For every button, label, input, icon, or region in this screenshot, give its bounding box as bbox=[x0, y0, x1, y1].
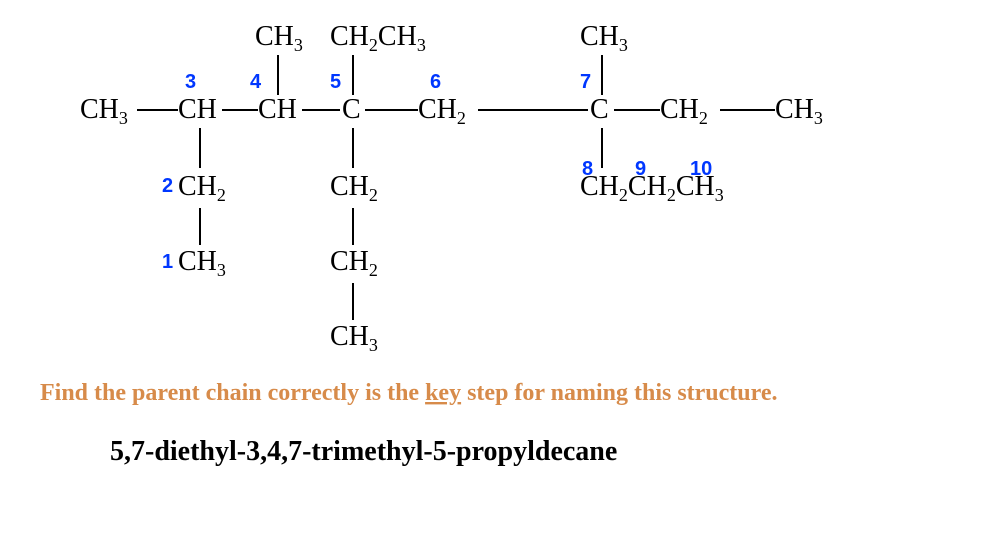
group-top-c4: CH3 bbox=[255, 21, 303, 55]
locant-7: 7 bbox=[580, 71, 591, 93]
group-c5-d2: CH2 bbox=[330, 246, 378, 280]
group-c3-d2: CH3 bbox=[178, 246, 226, 280]
group-c3-d1: CH2 bbox=[178, 171, 226, 205]
group-c7: C bbox=[590, 94, 609, 125]
group-c4: CH bbox=[258, 94, 297, 125]
group-c7-down: CH2CH2CH3 bbox=[580, 171, 724, 205]
group-c6: CH2 bbox=[418, 94, 466, 128]
group-top-c5: CH2CH3 bbox=[330, 21, 426, 55]
group-right1: CH2 bbox=[660, 94, 708, 128]
group-top-c7: CH3 bbox=[580, 21, 628, 55]
group-main-left: CH3 bbox=[80, 94, 128, 128]
group-c5-d3: CH3 bbox=[330, 321, 378, 355]
locant-4: 4 bbox=[250, 71, 262, 93]
locant-1: 1 bbox=[162, 251, 173, 273]
group-c5-d1: CH2 bbox=[330, 171, 378, 205]
hint-note: Find the parent chain correctly is the k… bbox=[40, 380, 778, 406]
group-right2: CH3 bbox=[775, 94, 823, 128]
structure-diagram: CH3 CH2CH3 CH3 3 4 5 6 7 CH3 CH CH C CH2… bbox=[0, 0, 1006, 554]
locant-6: 6 bbox=[430, 71, 441, 93]
group-c3: CH bbox=[178, 94, 217, 125]
locant-5: 5 bbox=[330, 71, 341, 93]
locant-3: 3 bbox=[185, 71, 196, 93]
iupac-name: 5,7-diethyl-3,4,7-trimethyl-5-propyldeca… bbox=[110, 436, 617, 467]
group-c5: C bbox=[342, 94, 361, 125]
locant-2: 2 bbox=[162, 175, 173, 197]
